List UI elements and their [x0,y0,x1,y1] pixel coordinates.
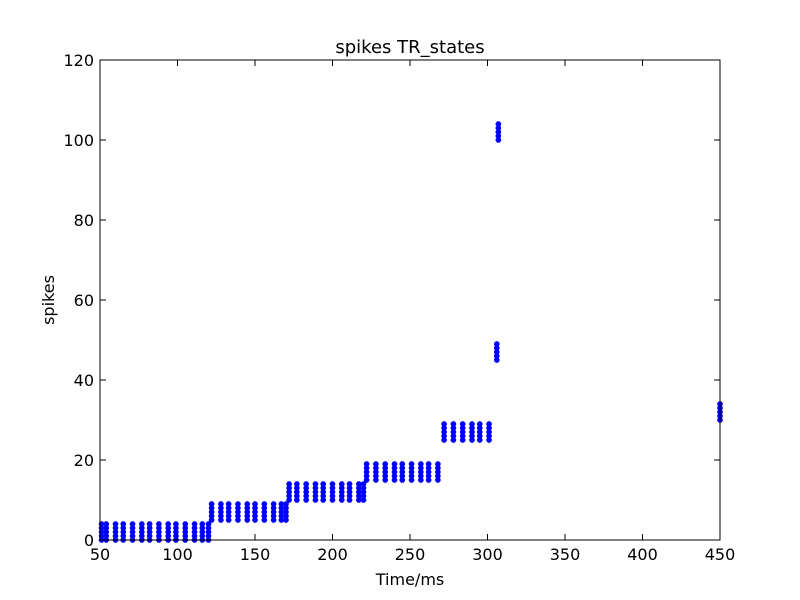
spike-point [294,481,300,487]
spike-point [103,521,110,527]
spike-point [270,501,277,507]
spike-point [320,481,327,487]
spike-point [399,461,406,467]
spike-point [252,501,258,507]
x-tick-label: 50 [90,545,110,564]
x-tick-label: 100 [162,545,193,564]
spike-point [338,481,345,487]
y-tick-label: 80 [74,211,94,230]
spike-point [261,501,268,507]
spike-point [363,461,370,467]
spike-point [244,501,251,507]
spike-point [435,461,441,467]
spike-point [235,501,241,507]
x-tick-label: 300 [472,545,503,564]
spike-point [286,481,292,487]
y-tick-label: 60 [74,291,94,310]
spike-point [469,421,475,427]
y-axis-label: spikes [39,275,58,325]
y-tick-label: 40 [74,371,94,390]
spike-point [112,521,119,527]
spike-point [283,501,289,507]
x-tick-label: 200 [317,545,348,564]
chart-title: spikes TR_states [335,37,484,58]
spike-point [408,461,415,467]
spike-points [98,121,723,543]
spike-point [146,521,153,527]
spike-point [218,501,224,507]
spike-point [225,501,232,507]
spike-point [476,421,483,427]
spike-point [459,421,466,427]
x-tick-label: 400 [627,545,658,564]
spike-point [191,521,198,527]
spike-point [346,481,353,487]
spike-point [493,341,500,347]
spike-point [173,521,179,527]
spike-point [199,521,206,527]
spike-point [120,521,127,527]
spike-point [418,461,424,467]
x-axis-label: Time/ms [375,570,444,589]
spike-point [391,461,398,467]
spike-point [450,421,457,427]
spike-point [495,121,502,127]
y-tick-label: 100 [63,131,94,150]
spike-point [312,481,319,487]
spike-point [382,461,389,467]
spike-point [139,521,145,527]
spike-point [129,521,136,527]
spike-point [156,521,162,527]
y-tick-label: 120 [63,51,94,70]
y-tick-label: 20 [74,451,94,470]
y-tick-label: 0 [84,531,94,550]
x-tick-label: 250 [395,545,426,564]
spike-point [329,481,336,487]
x-axis-ticks: 50 100 150 200 250 300 350 400 450 [90,60,735,564]
x-tick-label: 350 [550,545,581,564]
spike-point [486,421,492,427]
y-axis-ticks: 0 20 40 60 80 100 120 [63,51,720,550]
spike-point [373,461,379,467]
x-tick-label: 450 [705,545,736,564]
spike-point [165,521,172,527]
spike-point [441,421,447,427]
spike-point [205,521,212,527]
spike-point [182,521,189,527]
spike-point [425,461,432,467]
spike-point [360,481,367,487]
spike-point [303,481,309,487]
x-tick-label: 150 [240,545,271,564]
spike-point [208,501,215,507]
